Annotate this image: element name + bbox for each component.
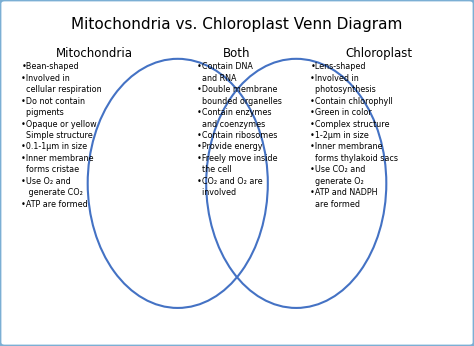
Text: •Lens-shaped
•Involved in
  photosynthesis
•Contain chlorophyll
•Green in color
: •Lens-shaped •Involved in photosynthesis…	[310, 62, 399, 209]
Text: •Bean-shaped
•Involved in
  cellular respiration
•Do not contain
  pigments
•Opa: •Bean-shaped •Involved in cellular respi…	[21, 62, 102, 209]
Text: •Contain DNA
  and RNA
•Double membrane
  bounded organelles
•Contain enzymes
  : •Contain DNA and RNA •Double membrane bo…	[197, 62, 282, 197]
Text: Both: Both	[223, 47, 251, 60]
Text: Chloroplast: Chloroplast	[346, 47, 413, 60]
Text: Mitochondria vs. Chloroplast Venn Diagram: Mitochondria vs. Chloroplast Venn Diagra…	[71, 17, 403, 32]
Text: Mitochondria: Mitochondria	[56, 47, 133, 60]
